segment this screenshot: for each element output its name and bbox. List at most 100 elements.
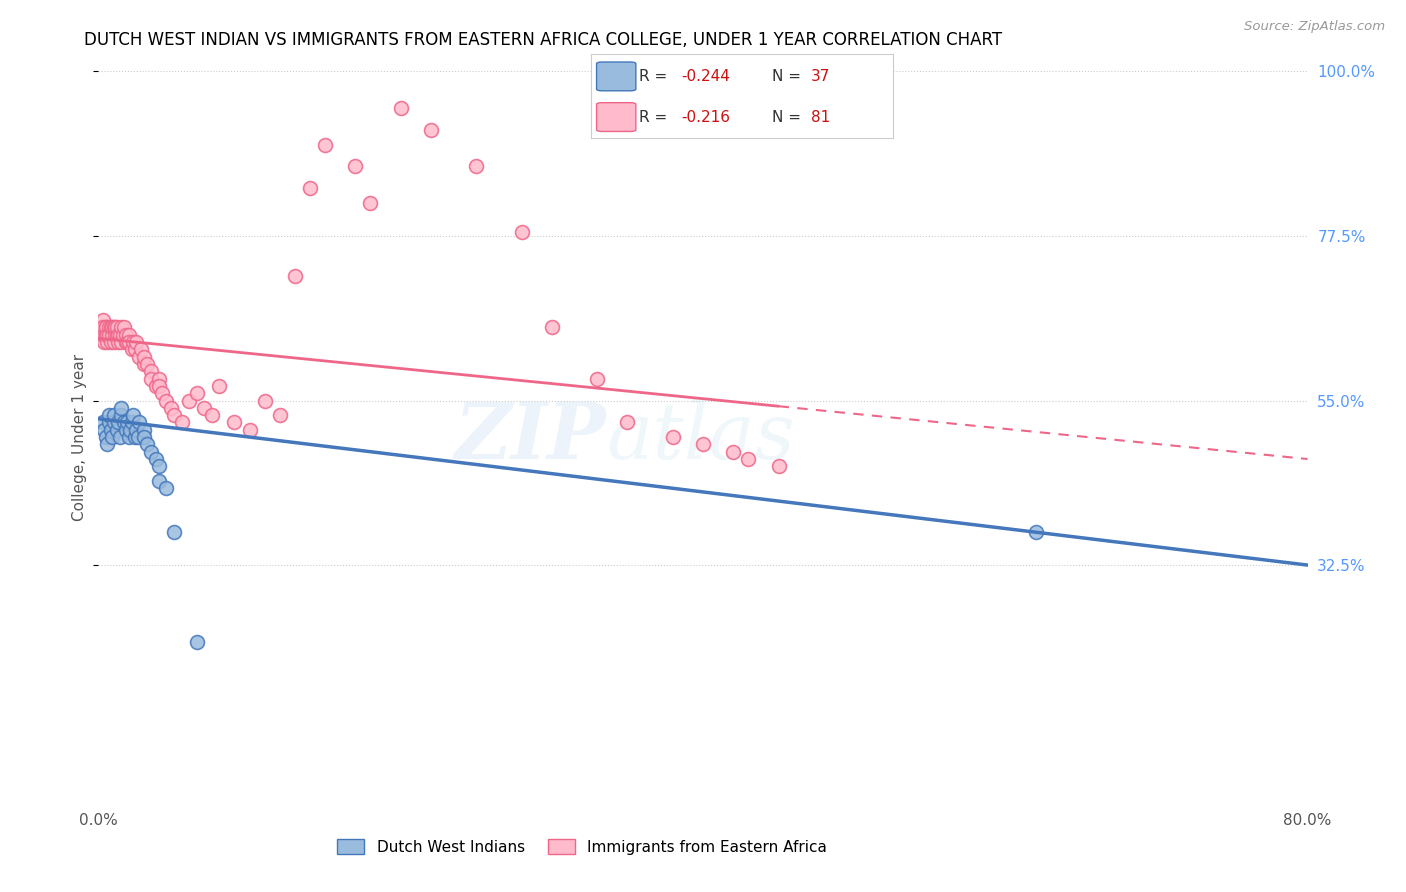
Point [132, 430, 155, 444]
Point [110, 408, 132, 422]
Point [132, 357, 155, 371]
Point [111, 327, 134, 342]
Point [107, 327, 129, 342]
Point [104, 320, 127, 334]
Point [91, 320, 114, 334]
Point [616, 416, 638, 430]
Point [141, 371, 163, 385]
Point [127, 430, 149, 444]
Point [179, 393, 201, 408]
Point [98, 327, 121, 342]
Text: R =: R = [638, 69, 672, 84]
Point [103, 416, 125, 430]
Point [314, 137, 336, 152]
Point [110, 401, 132, 415]
Point [186, 386, 208, 401]
Point [122, 334, 145, 349]
Text: Source: ZipAtlas.com: Source: ZipAtlas.com [1244, 20, 1385, 33]
Point [132, 350, 155, 364]
Text: ZIP: ZIP [454, 399, 606, 475]
Point [101, 430, 124, 444]
Point [128, 416, 150, 430]
FancyBboxPatch shape [596, 103, 636, 131]
Text: DUTCH WEST INDIAN VS IMMIGRANTS FROM EASTERN AFRICA COLLEGE, UNDER 1 YEAR CORREL: DUTCH WEST INDIAN VS IMMIGRANTS FROM EAS… [84, 31, 1002, 49]
Point [98, 408, 121, 422]
Point [103, 320, 125, 334]
Point [96, 334, 118, 349]
Point [103, 334, 125, 349]
Point [186, 635, 208, 649]
Point [94, 327, 117, 342]
Point [125, 423, 148, 437]
Point [100, 423, 122, 437]
Point [155, 393, 177, 408]
Point [114, 423, 136, 437]
Y-axis label: College, Under 1 year: College, Under 1 year [72, 353, 87, 521]
Point [465, 160, 488, 174]
Point [124, 430, 146, 444]
Point [510, 225, 533, 239]
Text: 37: 37 [811, 69, 831, 84]
FancyBboxPatch shape [596, 62, 636, 91]
Point [120, 423, 142, 437]
Point [107, 416, 129, 430]
Text: atlas: atlas [606, 399, 794, 475]
Text: R =: R = [638, 110, 672, 125]
Point [201, 408, 224, 422]
Point [122, 408, 145, 422]
Point [94, 320, 117, 334]
Point [208, 379, 231, 393]
Point [128, 350, 150, 364]
Text: -0.244: -0.244 [682, 69, 730, 84]
Point [737, 452, 759, 467]
Point [90, 327, 112, 342]
Point [163, 525, 186, 540]
Point [110, 320, 132, 334]
Point [115, 416, 138, 430]
Text: N =: N = [772, 69, 806, 84]
Point [94, 430, 117, 444]
Text: -0.216: -0.216 [682, 110, 730, 125]
Point [107, 334, 129, 349]
Point [118, 430, 141, 444]
Point [98, 320, 121, 334]
Point [91, 416, 114, 430]
Point [105, 327, 128, 342]
Text: 81: 81 [811, 110, 831, 125]
Point [93, 423, 115, 437]
Point [110, 334, 132, 349]
Point [121, 416, 143, 430]
Point [114, 327, 136, 342]
Point [108, 430, 131, 444]
Point [768, 459, 790, 474]
Point [90, 320, 112, 334]
Point [105, 423, 128, 437]
Point [118, 334, 141, 349]
Point [145, 452, 167, 467]
Point [148, 459, 170, 474]
Point [96, 437, 118, 451]
Point [93, 327, 115, 342]
Point [150, 386, 173, 401]
Point [135, 357, 157, 371]
Point [121, 343, 143, 357]
Point [193, 401, 215, 415]
Point [101, 327, 124, 342]
Point [125, 334, 148, 349]
Point [104, 327, 127, 342]
Point [103, 408, 125, 422]
Point [105, 320, 128, 334]
Point [284, 269, 307, 284]
Point [141, 364, 163, 378]
Point [160, 401, 183, 415]
Point [692, 437, 714, 451]
Point [269, 408, 291, 422]
Point [101, 320, 124, 334]
Point [91, 313, 114, 327]
Point [224, 416, 246, 430]
Point [155, 481, 177, 495]
Point [100, 334, 122, 349]
Point [163, 408, 186, 422]
Point [389, 101, 412, 115]
Point [98, 416, 121, 430]
